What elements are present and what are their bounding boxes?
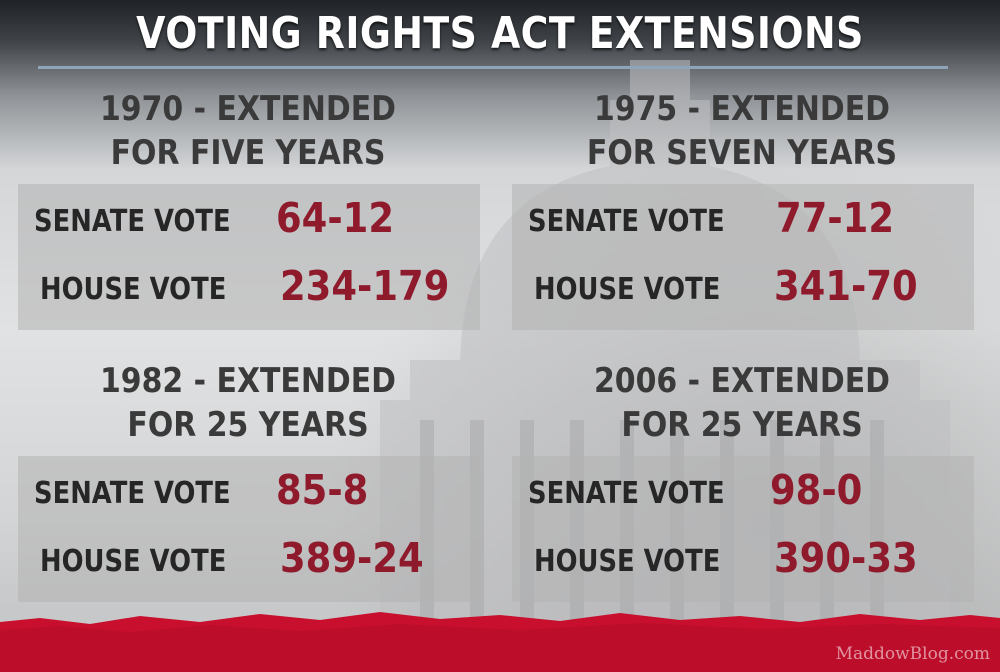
senate-vote-value: 64-12 — [276, 194, 395, 242]
vote-panel: SENATE VOTE 64-12 HOUSE VOTE 234-179 — [18, 184, 480, 330]
vote-panel: SENATE VOTE 77-12 HOUSE VOTE 341-70 — [512, 184, 974, 330]
senate-vote-label: SENATE VOTE — [528, 204, 725, 239]
senate-vote-label: SENATE VOTE — [528, 476, 725, 511]
vote-panel: SENATE VOTE 85-8 HOUSE VOTE 389-24 — [18, 456, 480, 602]
vote-panel: SENATE VOTE 98-0 HOUSE VOTE 390-33 — [512, 456, 974, 602]
house-vote-label: HOUSE VOTE — [40, 544, 227, 579]
house-vote-row: HOUSE VOTE 341-70 — [512, 262, 974, 322]
house-vote-value: 234-179 — [280, 262, 450, 310]
block-heading-line2: FOR 25 YEARS — [127, 405, 369, 445]
house-vote-label: HOUSE VOTE — [534, 544, 721, 579]
senate-vote-row: SENATE VOTE 77-12 — [512, 194, 974, 254]
senate-vote-row: SENATE VOTE 85-8 — [18, 466, 480, 526]
senate-vote-row: SENATE VOTE 64-12 — [18, 194, 480, 254]
house-vote-label: HOUSE VOTE — [534, 272, 721, 307]
extension-block-1970: 1970 - EXTENDED FOR FIVE YEARS SENATE VO… — [18, 88, 480, 338]
house-vote-row: HOUSE VOTE 390-33 — [512, 534, 974, 594]
house-vote-value: 389-24 — [280, 534, 424, 582]
block-heading-line1: 1970 - EXTENDED — [99, 89, 397, 129]
senate-vote-value: 85-8 — [276, 466, 369, 514]
block-heading-line1: 2006 - EXTENDED — [593, 361, 891, 401]
senate-vote-label: SENATE VOTE — [34, 476, 231, 511]
block-heading-line1: 1975 - EXTENDED — [593, 89, 891, 129]
source-credit: MaddowBlog.com — [835, 644, 990, 664]
title-band: VOTING RIGHTS ACT EXTENSIONS — [0, 0, 1000, 66]
block-heading-line1: 1982 - EXTENDED — [99, 361, 397, 401]
house-vote-row: HOUSE VOTE 389-24 — [18, 534, 480, 594]
block-heading-line2: FOR 25 YEARS — [621, 405, 863, 445]
house-vote-value: 341-70 — [774, 262, 918, 310]
page-title: VOTING RIGHTS ACT EXTENSIONS — [136, 8, 864, 59]
house-vote-label: HOUSE VOTE — [40, 272, 227, 307]
extension-block-1975: 1975 - EXTENDED FOR SEVEN YEARS SENATE V… — [512, 88, 974, 338]
red-footer-band — [0, 612, 1000, 672]
block-heading-line2: FOR SEVEN YEARS — [586, 133, 898, 173]
extension-block-1982: 1982 - EXTENDED FOR 25 YEARS SENATE VOTE… — [18, 360, 480, 610]
senate-vote-row: SENATE VOTE 98-0 — [512, 466, 974, 526]
title-divider — [38, 66, 948, 69]
senate-vote-value: 77-12 — [776, 194, 895, 242]
senate-vote-label: SENATE VOTE — [34, 204, 231, 239]
house-vote-row: HOUSE VOTE 234-179 — [18, 262, 480, 322]
extension-block-2006: 2006 - EXTENDED FOR 25 YEARS SENATE VOTE… — [512, 360, 974, 610]
senate-vote-value: 98-0 — [770, 466, 863, 514]
house-vote-value: 390-33 — [774, 534, 918, 582]
block-heading-line2: FOR FIVE YEARS — [110, 133, 386, 173]
